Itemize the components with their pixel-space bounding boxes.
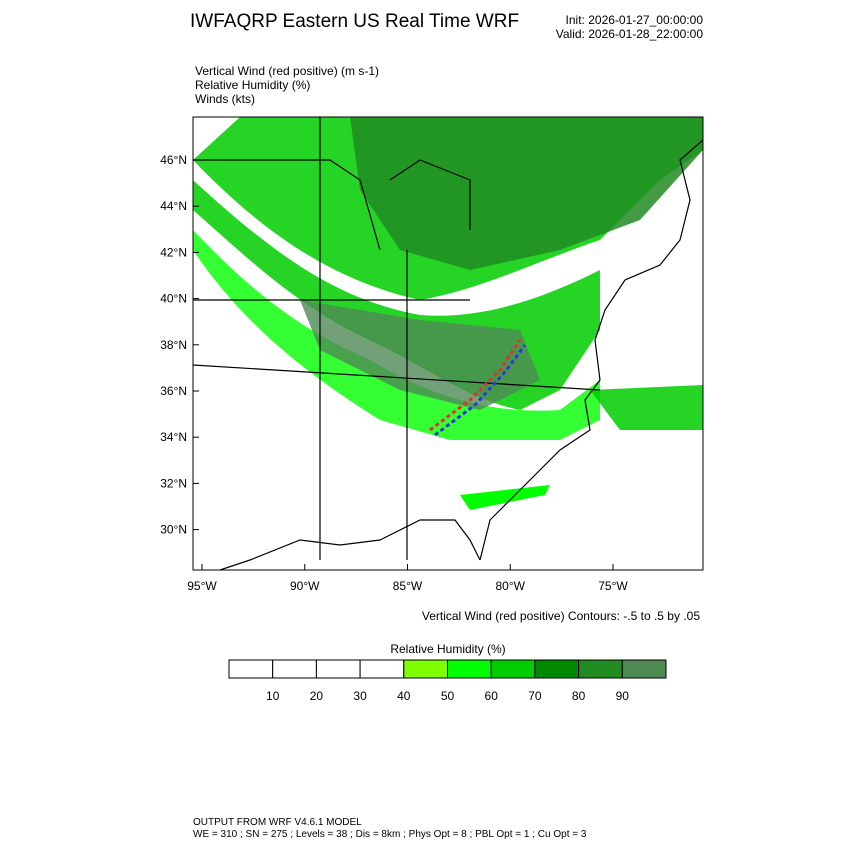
- colorbar-box: [490, 659, 536, 679]
- map-ticks: 46°N 44°N 42°N 40°N 38°N 36°N 34°N 32°N 30°N 95°W…: [160, 153, 628, 593]
- colorbar-label: 50: [441, 689, 455, 703]
- colorbar-box: [578, 659, 623, 679]
- colorbar-label: 60: [485, 689, 499, 703]
- colorbar-label: 90: [616, 689, 630, 703]
- lat-tick-label: 32°N: [160, 476, 187, 490]
- lat-tick-label: 46°N: [160, 153, 187, 167]
- lat-tick-label: 30°N: [160, 523, 187, 537]
- lon-tick-label: 95°W: [187, 579, 217, 593]
- lat-tick-label: 44°N: [160, 199, 187, 213]
- contour-note: Vertical Wind (red positive) Contours: -…: [422, 609, 700, 623]
- lon-tick-label: 75°W: [598, 579, 628, 593]
- footer-line: OUTPUT FROM WRF V4.6.1 MODEL: [193, 817, 362, 828]
- field-label: Winds (kts): [195, 92, 255, 106]
- colorbar-box: [403, 659, 448, 679]
- colorbar-box: [315, 659, 361, 679]
- colorbar-label: 40: [397, 689, 411, 703]
- map-frame: [192, 116, 704, 571]
- colorbar-label: 70: [528, 689, 542, 703]
- lon-tick-label: 80°W: [496, 579, 526, 593]
- field-label: Vertical Wind (red positive) (m s-1): [195, 64, 379, 78]
- lat-tick-label: 42°N: [160, 245, 187, 259]
- colorbar-box: [359, 659, 405, 679]
- lat-tick-label: 34°N: [160, 430, 187, 444]
- field-label: Relative Humidity (%): [195, 78, 310, 92]
- colorbar-box: [621, 659, 667, 679]
- lat-tick-label: 36°N: [160, 384, 187, 398]
- colorbar-title: Relative Humidity (%): [390, 642, 505, 656]
- colorbar-box: [534, 659, 580, 679]
- colorbar-box: [272, 659, 317, 679]
- lon-tick-label: 90°W: [290, 579, 320, 593]
- footer-line: WE = 310 ; SN = 275 ; Levels = 38 ; Dis …: [193, 829, 587, 840]
- colorbar-label: 10: [266, 689, 280, 703]
- colorbar: 10 20 30 40 50 60 70 80 90: [228, 659, 667, 703]
- init-time: Init: 2026-01-27_00:00:00: [566, 13, 704, 27]
- colorbar-label: 80: [572, 689, 586, 703]
- lat-tick-label: 38°N: [160, 338, 187, 352]
- colorbar-box: [447, 659, 492, 679]
- colorbar-label: 30: [353, 689, 367, 703]
- lat-tick-label: 40°N: [160, 292, 187, 306]
- map-field: [193, 117, 703, 570]
- colorbar-box: [228, 659, 274, 679]
- title: IWFAQRP Eastern US Real Time WRF: [190, 11, 519, 32]
- lon-tick-label: 85°W: [393, 579, 423, 593]
- colorbar-label: 20: [310, 689, 324, 703]
- valid-time: Valid: 2026-01-28_22:00:00: [556, 27, 704, 41]
